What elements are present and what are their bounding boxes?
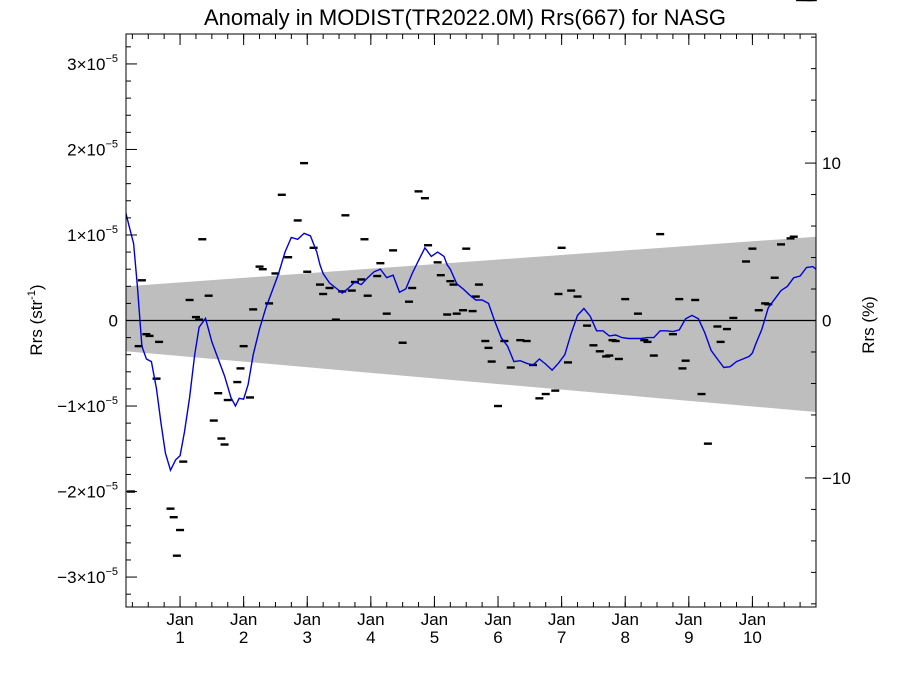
y-tick-label: −2×10−5	[57, 481, 118, 502]
x-tick-month-label: Jan	[357, 610, 384, 629]
x-tick-year-label: 8	[620, 628, 629, 647]
x-tick-year-label: 1	[175, 628, 184, 647]
y-axis-label-left: Rrs (str-1)	[26, 284, 46, 355]
y-tick-label: 1×10−5	[67, 224, 118, 245]
uncertainty-band-layer	[126, 236, 816, 413]
chart-title: Anomaly in MODIST(TR2022.0M) Rrs(667) fo…	[204, 5, 726, 30]
y-tick-label: −3×10−5	[57, 566, 118, 587]
x-tick-month-label: Jan	[484, 610, 511, 629]
x-tick-month-label: Jan	[166, 610, 193, 629]
x-tick-year-label: 2	[239, 628, 248, 647]
x-tick-month-label: Jan	[230, 610, 257, 629]
x-tick-month-label: Jan	[675, 610, 702, 629]
x-tick-year-label: 6	[493, 628, 502, 647]
x-tick-year-label: 5	[430, 628, 439, 647]
axes-layer: 3×10−5 2×10−5 1×10−5 0 −1×10−5 −2×10−5 −3×10−5…	[57, 33, 851, 647]
x-tick-month-label: Jan	[421, 610, 448, 629]
uncertainty-band	[126, 236, 816, 413]
x-tick-month-label: Jan	[548, 610, 575, 629]
y-axis-label-right: Rrs (%)	[859, 296, 878, 354]
y-tick-label: 3×10−5	[67, 53, 118, 74]
x-tick-year-label: 3	[303, 628, 312, 647]
y-tick-label: 2×10−5	[67, 138, 118, 159]
x-tick-month-label: Jan	[739, 610, 766, 629]
y-right-tick-label: −10	[822, 469, 851, 488]
y-right-tick-label: 10	[822, 154, 841, 173]
y-tick-label: −1×10−5	[57, 395, 118, 416]
anomaly-line	[125, 213, 817, 473]
y-right-tick-label: 0	[822, 312, 831, 331]
x-tick-year-label: 4	[366, 628, 375, 647]
x-tick-year-label: 10	[743, 628, 762, 647]
x-tick-year-label: 7	[557, 628, 566, 647]
y-tick-label: 0	[109, 312, 118, 331]
line-layer	[125, 213, 817, 473]
x-tick-month-label: Jan	[612, 610, 639, 629]
x-tick-year-label: 9	[684, 628, 693, 647]
x-tick-month-label: Jan	[294, 610, 321, 629]
